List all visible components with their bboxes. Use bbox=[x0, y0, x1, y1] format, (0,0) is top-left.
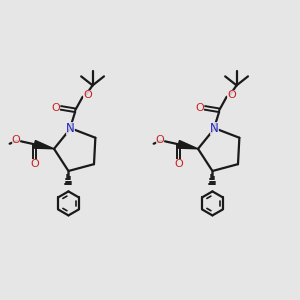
Text: O: O bbox=[51, 103, 60, 113]
Text: N: N bbox=[210, 122, 219, 135]
Text: O: O bbox=[12, 135, 20, 146]
Text: O: O bbox=[156, 135, 164, 146]
Polygon shape bbox=[34, 140, 54, 149]
Polygon shape bbox=[178, 140, 198, 149]
Text: O: O bbox=[83, 90, 92, 100]
Text: O: O bbox=[174, 158, 183, 169]
Text: N: N bbox=[66, 122, 75, 135]
Text: O: O bbox=[227, 90, 236, 100]
Text: O: O bbox=[30, 158, 39, 169]
Text: O: O bbox=[195, 103, 204, 113]
